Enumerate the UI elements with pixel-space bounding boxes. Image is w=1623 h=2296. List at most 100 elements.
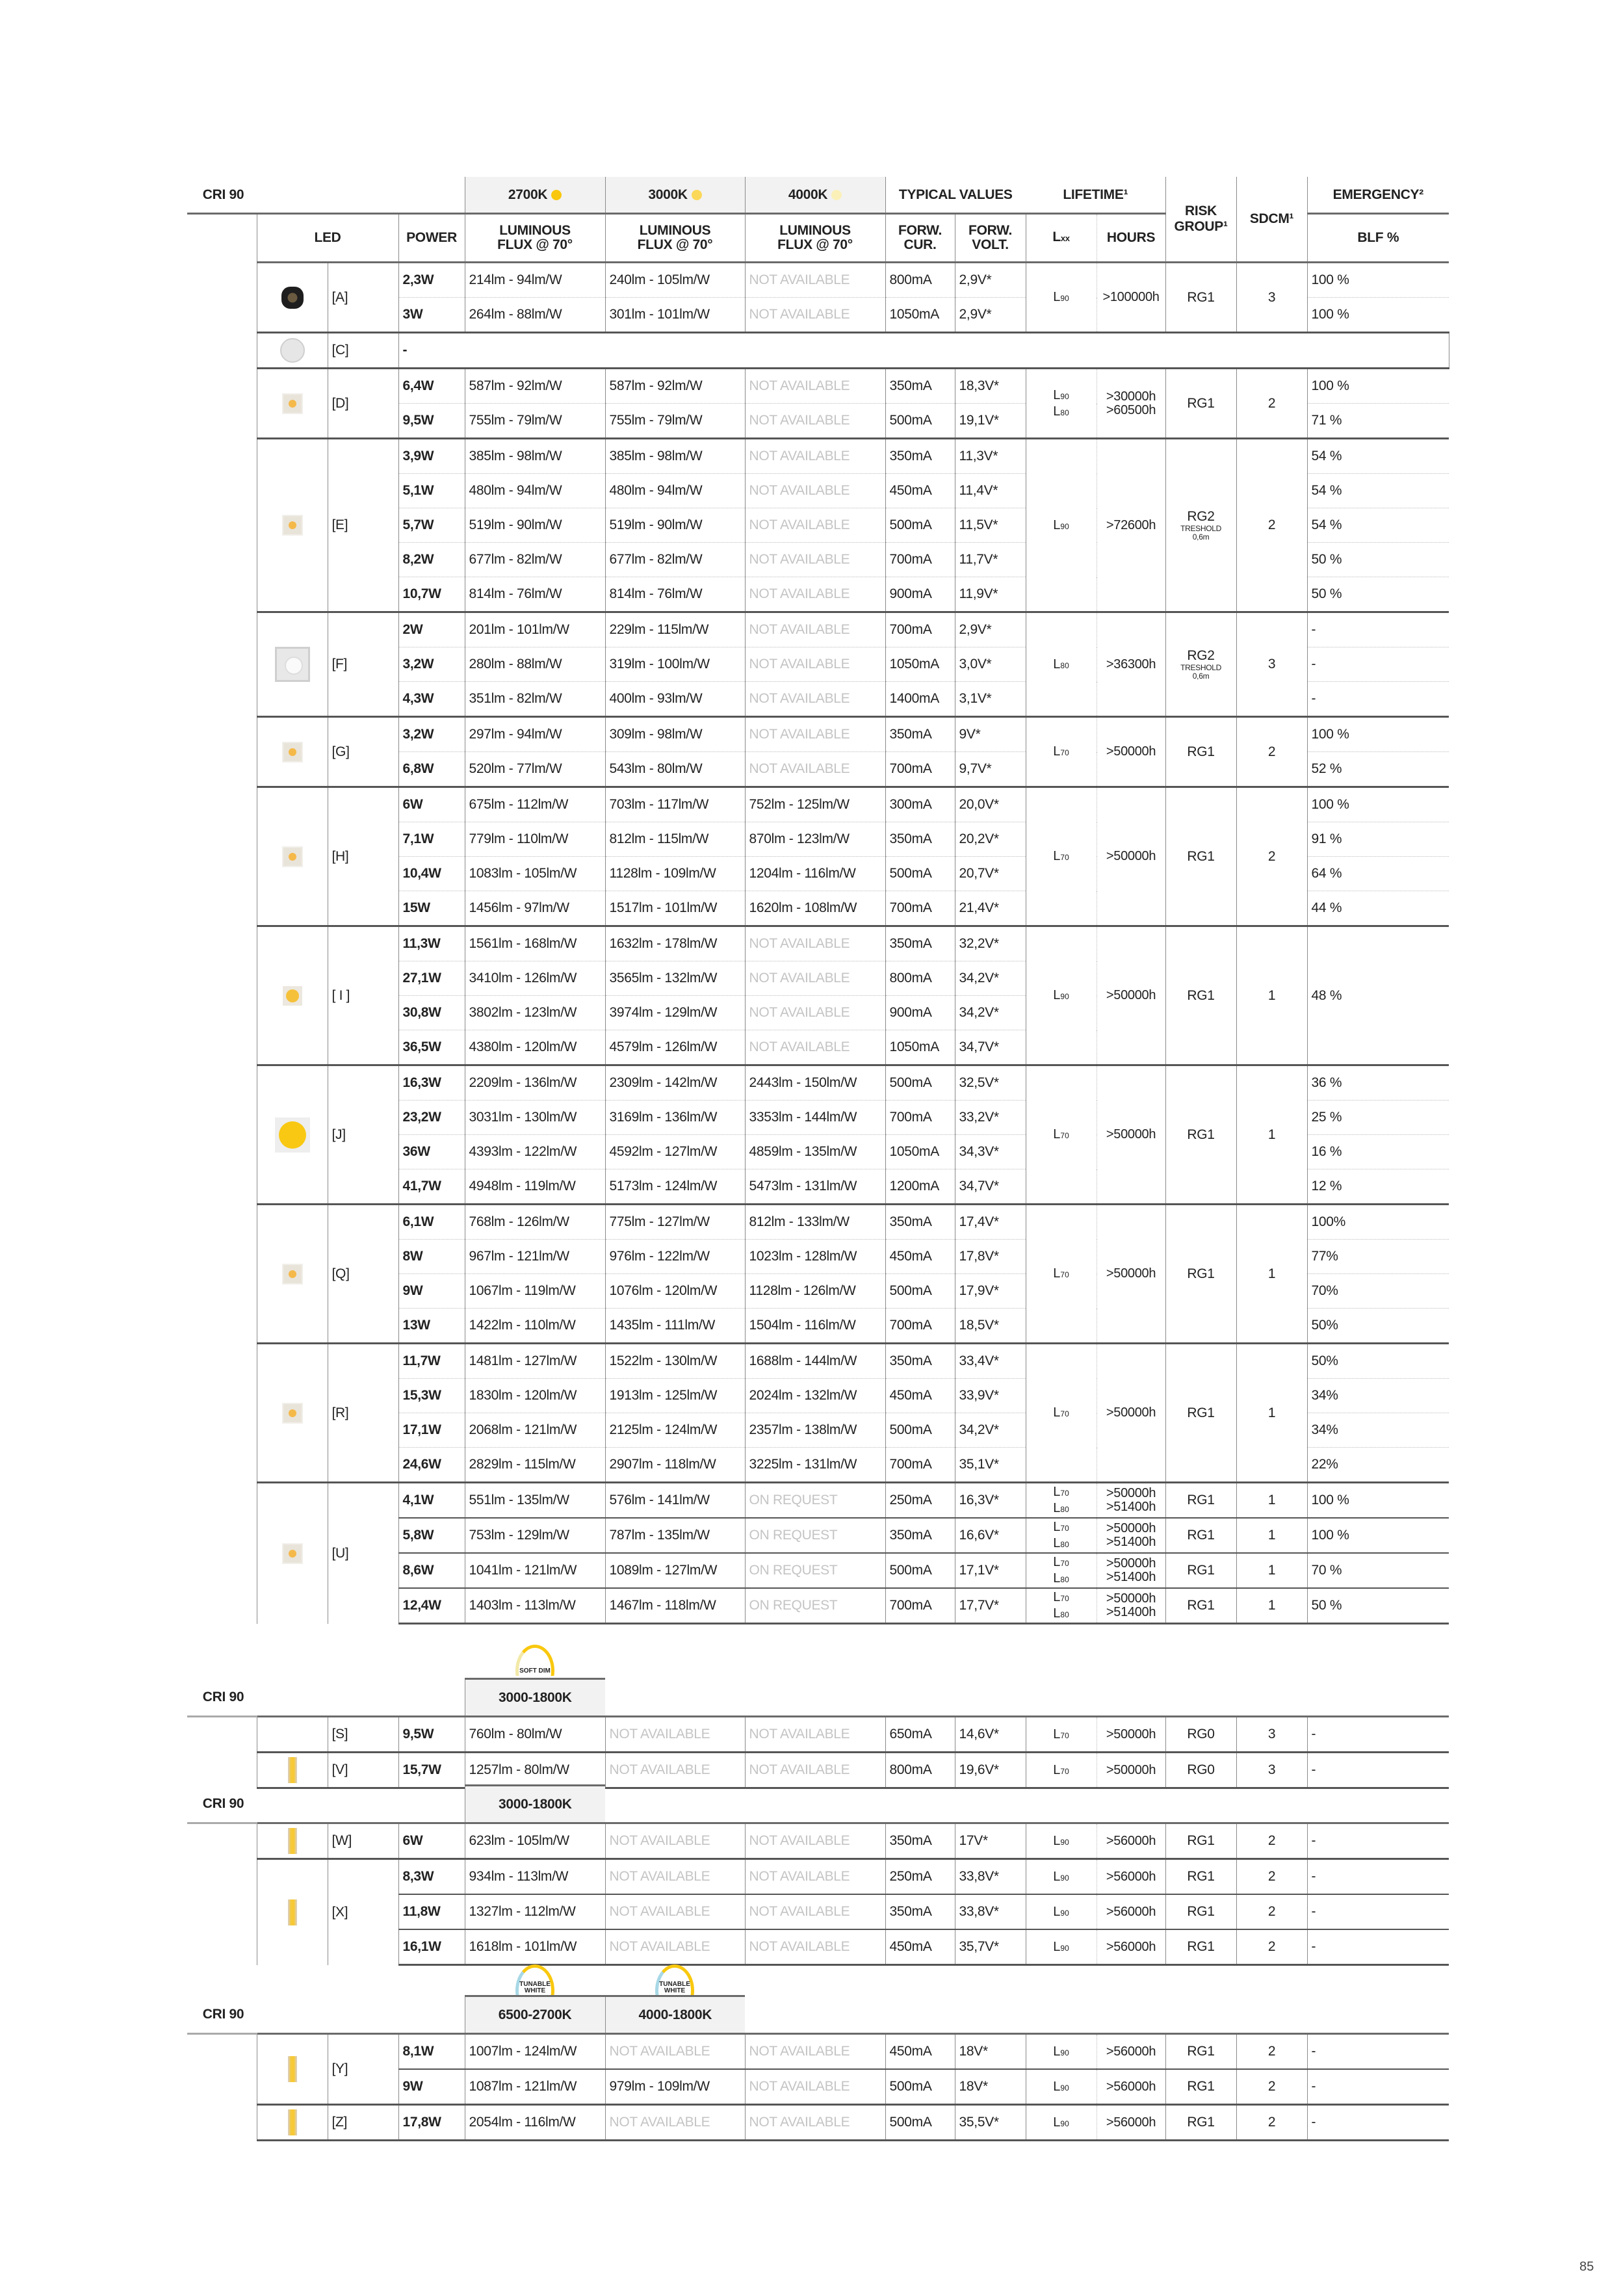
luminous-flux-value: 214lm - 94lm/W (464, 261, 606, 298)
luminous-flux-value: 1128lm - 126lm/W (744, 1273, 886, 1309)
forward-voltage-value: 11,7V* (954, 542, 1026, 577)
luminous-flux-value: 2357lm - 138lm/W (744, 1413, 886, 1448)
luminous-flux-value: 1007lm - 124lm/W (464, 2033, 606, 2069)
forward-current-value: 250mA (885, 1481, 955, 1518)
power-value: 9,5W (398, 403, 465, 439)
luminous-flux-value: 3169lm - 136lm/W (604, 1100, 746, 1135)
risk-group-cell: RG1 (1165, 1858, 1237, 1894)
blf-value: 50% (1306, 1308, 1449, 1344)
header-blank (257, 1785, 465, 1824)
table-row: [D] 6,4W 587lm - 92lm/W 587lm - 92lm/W NOT A… (187, 367, 1449, 439)
luminous-flux-value: 677lm - 82lm/W (464, 542, 606, 577)
luminous-flux-value: NOT AVAILABLE (744, 1030, 886, 1065)
spacer (187, 404, 257, 439)
led-code: [X] (327, 1858, 398, 1965)
table-row: [R] 11,7W 1481lm - 127lm/W 1522lm - 130lm/W… (187, 1342, 1449, 1483)
forward-current-value: 350mA (885, 1203, 955, 1240)
blf-value: 100 % (1306, 1481, 1449, 1518)
risk-group-cell: RG1 (1165, 1552, 1237, 1588)
hours-cell: >50000h (1096, 716, 1166, 787)
luminous-flux-value: 4380lm - 120lm/W (464, 1030, 606, 1065)
luminous-flux-value: NOT AVAILABLE (744, 508, 886, 543)
table-row: 9W 1087lm - 121lm/W 979lm - 109lm/W NOT AVA… (187, 2068, 1449, 2105)
luminous-flux-value: 1204lm - 116lm/W (744, 856, 886, 891)
table-row: 9,5W 755lm - 79lm/W 755lm - 79lm/W NOT AVAI… (187, 403, 1449, 439)
forward-current-value: 900mA (885, 577, 955, 612)
luminous-flux-value: NOT AVAILABLE (604, 1822, 746, 1859)
luminous-flux-value: 3802lm - 123lm/W (464, 995, 606, 1030)
header-row-temperatures: CRI 90 2700K 3000K 4000K TYPICAL VALUES LIFET… (187, 177, 1449, 263)
lxx-cell: L90 L80 (1025, 367, 1097, 439)
led-image-cell (256, 1481, 328, 1624)
lxx-value: L90 (1053, 2044, 1069, 2059)
sdcm-value: 1 (1236, 925, 1308, 1065)
spacer (187, 1823, 257, 1859)
power-value: 9W (398, 1273, 465, 1309)
luminous-flux-value: 812lm - 115lm/W (604, 822, 746, 857)
hours-cell: >56000h (1096, 1929, 1166, 1966)
led-image-cell (256, 367, 328, 439)
luminous-flux-value: 1913lm - 125lm/W (604, 1378, 746, 1413)
forward-voltage-value: 35,1V* (954, 1447, 1026, 1483)
luminous-flux-value: 309lm - 98lm/W (604, 716, 746, 752)
lxx-value: L80 (1053, 1606, 1069, 1621)
blf-header: BLF % (1306, 213, 1449, 263)
forward-current-value: 450mA (885, 1378, 955, 1413)
forward-current-value: 800mA (885, 1751, 955, 1789)
lxx-cell: L90 (1025, 2033, 1097, 2069)
risk-group-cell: RG1 (1165, 1064, 1237, 1205)
led-code: [C] (327, 332, 398, 369)
hours-value: >50000h (1106, 1762, 1156, 1777)
power-value: 17,1W (398, 1413, 465, 1448)
spacer (187, 1929, 257, 1965)
cri-label: CRI 90 (187, 1678, 257, 1717)
risk-group-cell: RG1 (1165, 716, 1237, 787)
hours-value: >56000h (1106, 2079, 1156, 2094)
table-row: 10,4W 1083lm - 105lm/W 1128lm - 109lm/W 120… (187, 856, 1449, 891)
hours-value: >56000h (1106, 1833, 1156, 1848)
forward-current-value: 800mA (885, 261, 955, 298)
sdcm-value: 2 (1236, 786, 1308, 926)
sdcm-value: 1 (1236, 1342, 1308, 1483)
temp-header: 6500-2700K (464, 1995, 606, 2035)
risk-group-cell: RG1 (1165, 1342, 1237, 1483)
luminous-flux-value: 752lm - 125lm/W (744, 786, 886, 822)
power-value: 6W (398, 1822, 465, 1859)
blf-value: 50% (1306, 1342, 1449, 1379)
led-sq-icon (283, 394, 302, 413)
hours-value: >100000h (1102, 290, 1160, 304)
lxx-cell: L90 (1025, 2104, 1097, 2141)
luminous-flux-value: 3225lm - 131lm/W (744, 1447, 886, 1483)
luminous-flux-value: 779lm - 110lm/W (464, 822, 606, 857)
luminous-flux-value: 201lm - 101lm/W (464, 611, 606, 647)
table-row: 5,1W 480lm - 94lm/W 480lm - 94lm/W NOT AVAI… (187, 473, 1449, 508)
spacer (187, 996, 257, 1030)
spacer (187, 612, 257, 647)
hours-value: >56000h (1106, 2044, 1156, 2059)
hours-cell: >56000h (1096, 1894, 1166, 1929)
luminous-flux-value: 1128lm - 109lm/W (604, 856, 746, 891)
luminous-flux-value: 1620lm - 108lm/W (744, 891, 886, 926)
lxx-cell: L90 (1025, 261, 1097, 333)
forward-voltage-value: 11,3V* (954, 437, 1026, 474)
table-row: [U] 4,1W 551lm - 135lm/W 576lm - 141lm/W ON … (187, 1481, 1449, 1624)
led-code: [A] (327, 261, 398, 333)
hours-value: >50000h >51400h (1106, 1521, 1156, 1549)
sdcm-value: 2 (1236, 1858, 1308, 1894)
risk-group-cell: RG1 (1165, 1822, 1237, 1859)
hours-cell: >56000h (1096, 2104, 1166, 2141)
hours-cell: >56000h (1096, 1822, 1166, 1859)
header-row-temperatures: CRI 90 6500-2700K 4000-1800K (187, 1995, 1449, 2035)
header-row-columns: LED POWER LUMINOUS FLUX @ 70° LUMINOUS FLUX @… (187, 213, 1449, 263)
luminous-flux-value: 319lm - 100lm/W (604, 647, 746, 682)
spacer (187, 1344, 257, 1379)
blf-value: 22% (1306, 1447, 1449, 1483)
luminous-flux-value: 3565lm - 132lm/W (604, 961, 746, 996)
led-cob-icon (282, 985, 302, 1006)
forward-voltage-value: 34,2V* (954, 961, 1026, 996)
spacer (187, 717, 257, 752)
luminous-flux-value: 3353lm - 144lm/W (744, 1100, 886, 1135)
blf-value: - (1306, 1929, 1449, 1966)
tunable-white-badge-icon: TUNABLE WHITE (509, 1964, 561, 1996)
luminous-flux-value: NOT AVAILABLE (744, 2068, 886, 2105)
